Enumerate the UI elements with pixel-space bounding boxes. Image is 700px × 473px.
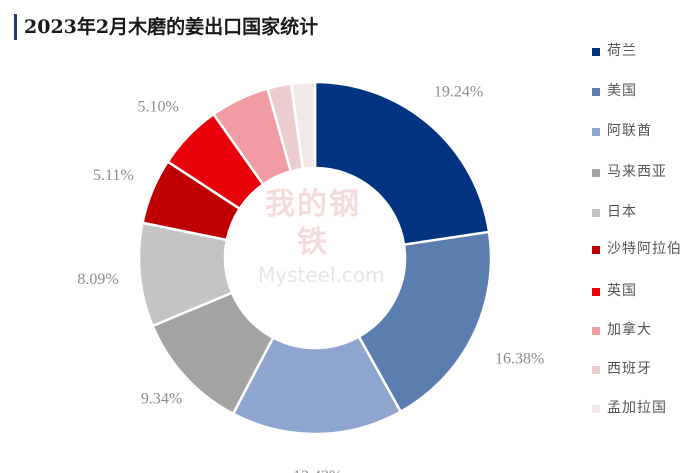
legend-swatch-7 xyxy=(592,288,600,296)
legend-swatch-1 xyxy=(592,48,600,56)
legend-label-7: 英国 xyxy=(607,283,637,299)
data-label-5: 8.09% xyxy=(77,271,118,288)
data-label-4: 9.34% xyxy=(141,390,182,407)
legend-label-4: 马来西亚 xyxy=(607,164,667,180)
legend-label-6: 沙特阿拉伯 xyxy=(607,241,682,257)
slice-10 xyxy=(289,80,317,171)
slice-1 xyxy=(313,80,491,247)
legend-label-9: 西班牙 xyxy=(607,361,652,377)
data-label-7: 5.10% xyxy=(138,99,179,116)
legend-item-1: 荷兰 xyxy=(592,42,687,61)
legend-item-4: 马来西亚 xyxy=(592,163,687,182)
legend-label-5: 日本 xyxy=(607,204,637,220)
legend-item-7: 英国 xyxy=(592,282,687,301)
data-label-1: 19.24% xyxy=(434,83,483,100)
data-label-3: 13.43% xyxy=(293,468,342,473)
legend-swatch-8 xyxy=(592,327,600,335)
legend-item-9: 西班牙 xyxy=(592,360,687,379)
legend-swatch-10 xyxy=(592,405,600,413)
legend-swatch-9 xyxy=(592,366,600,374)
legend-label-10: 孟加拉国 xyxy=(607,400,667,416)
legend-item-10: 孟加拉国 xyxy=(592,399,687,418)
chart-title: 2023年2月木磨的姜出口国家统计 xyxy=(24,16,319,38)
legend-label-3: 阿联酋 xyxy=(607,123,652,139)
data-label-6: 5.11% xyxy=(93,167,134,184)
legend-label-1: 荷兰 xyxy=(607,43,637,59)
legend-item-3: 阿联酋 xyxy=(592,122,687,141)
legend-swatch-5 xyxy=(592,209,600,217)
legend-item-5: 日本 xyxy=(592,203,687,222)
legend-label-8: 加拿大 xyxy=(607,322,652,338)
legend-swatch-4 xyxy=(592,169,600,177)
data-label-2: 16.38% xyxy=(495,351,544,368)
legend-item-6: 沙特阿拉伯 xyxy=(592,240,687,259)
slice-2 xyxy=(357,230,493,414)
legend-item-2: 美国 xyxy=(592,82,687,101)
legend-item-8: 加拿大 xyxy=(592,321,687,340)
legend-swatch-2 xyxy=(592,88,600,96)
legend-label-2: 美国 xyxy=(607,83,637,99)
title-accent-bar xyxy=(14,14,17,40)
legend-swatch-3 xyxy=(592,128,600,136)
legend-swatch-6 xyxy=(592,246,600,254)
